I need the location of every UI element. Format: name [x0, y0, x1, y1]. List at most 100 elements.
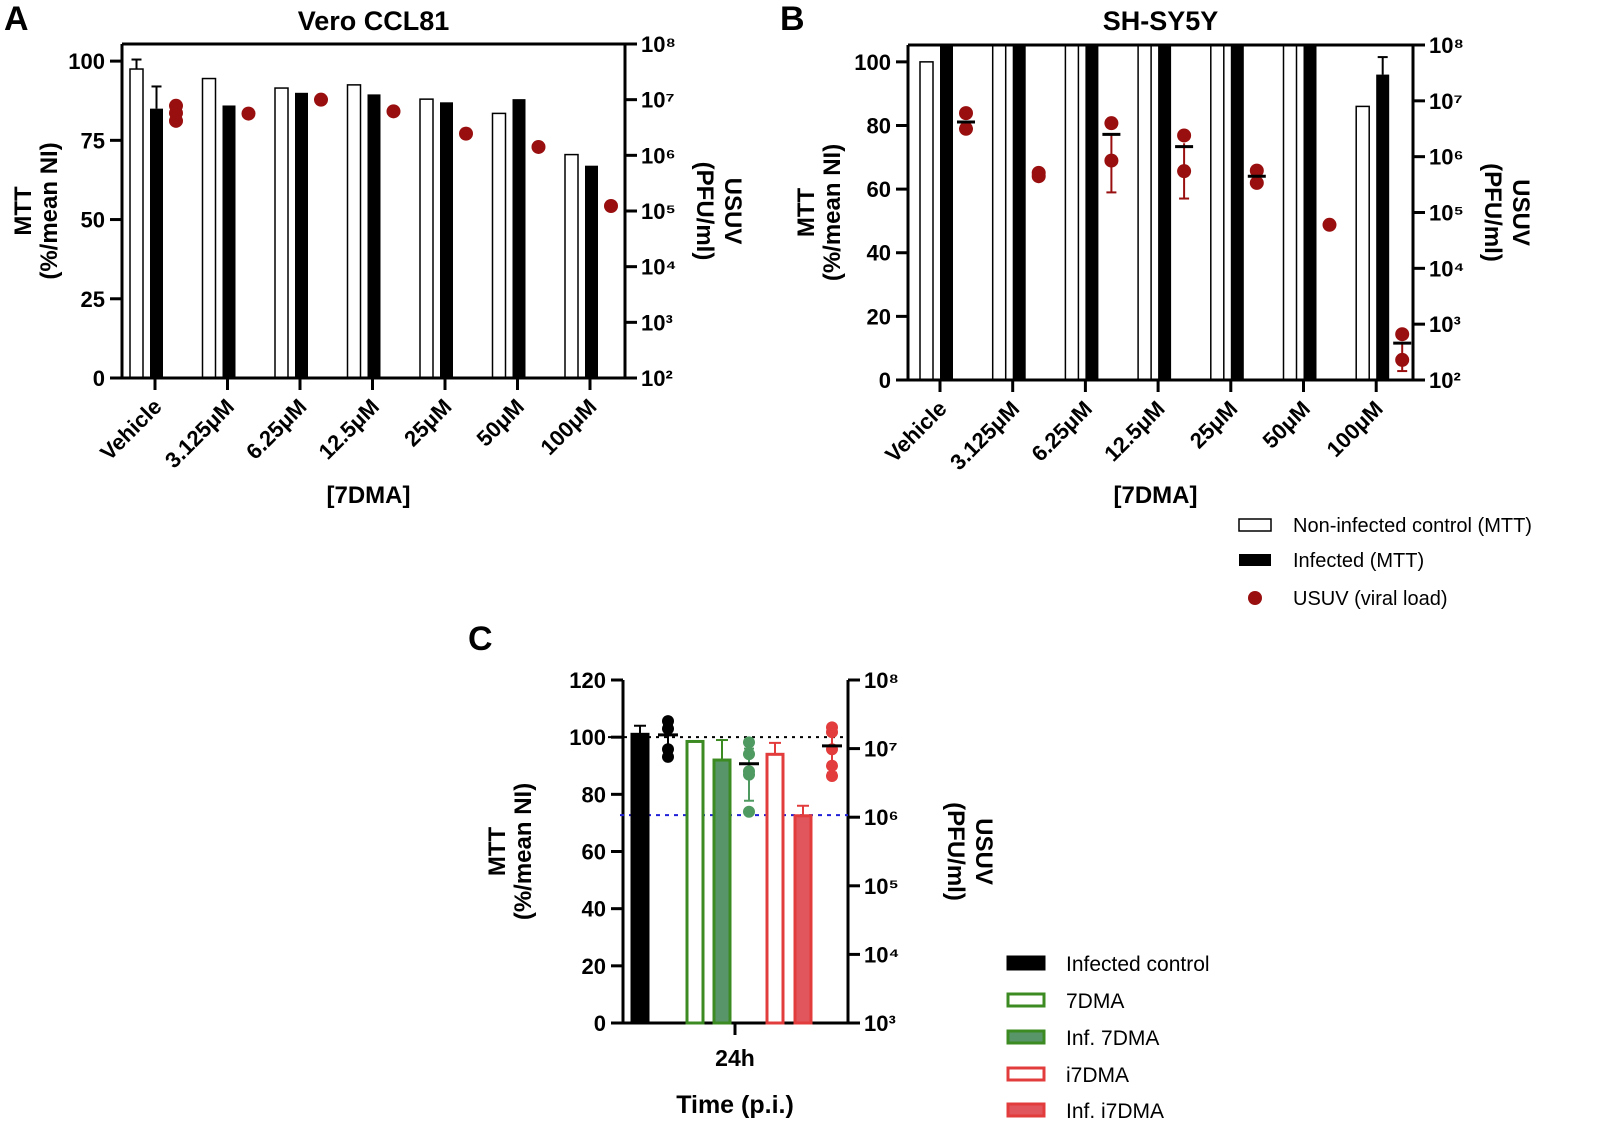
non-infected-bar: [564, 153, 579, 378]
legend-swatch: [1006, 1066, 1046, 1082]
x-tick-label: 100μM: [535, 394, 601, 460]
data-point: [959, 106, 973, 121]
y2-tick-label: 10⁸: [864, 668, 899, 693]
data-point: [314, 92, 328, 107]
y2-tick-label: 10⁸: [641, 32, 676, 57]
y-tick-label: 60: [867, 177, 891, 202]
y2-axis-subtitle: (PFU/ml): [942, 802, 969, 901]
panel-a-chart: 0 25 50 75 100 10² 10³ 10⁴ 10⁵ 10⁶ 10⁷ 10⁸ MTT (%/mea…: [10, 6, 746, 509]
non-infected-bar: [1137, 45, 1152, 380]
x-tick-label: 12.5μM: [1099, 396, 1169, 466]
infected-bar: [1376, 74, 1390, 380]
legend-swatch: [1006, 1102, 1046, 1118]
infected-bar: [1085, 45, 1099, 380]
data-point: [386, 104, 401, 119]
x-tick-label: 3.125μM: [945, 396, 1024, 475]
y-tick-label: 100: [854, 50, 891, 75]
data-point: [743, 805, 755, 818]
y2-tick-label: 10⁵: [1429, 201, 1464, 226]
x-tick-label: Vehicle: [880, 396, 951, 467]
non-infected-bar: [1064, 45, 1080, 380]
data-point: [531, 139, 546, 154]
legend-label: Infected control: [1066, 953, 1210, 976]
legend-ab: Non-infected control (MTT) Infected (MTT)…: [1238, 515, 1532, 610]
data-point: [743, 736, 755, 749]
panel-letter-c: C: [468, 620, 493, 658]
legend-swatch-usuv: [1248, 591, 1262, 605]
y-tick-label: 0: [594, 1011, 606, 1036]
x-tick-label: 50μM: [472, 394, 529, 451]
non-infected-bar: [201, 77, 217, 378]
legend-label: USUV (viral load): [1293, 588, 1447, 610]
bars: [129, 68, 598, 378]
data-point: [241, 106, 256, 121]
non-infected-bar: [919, 61, 934, 380]
y2-axis-title: USUV: [970, 818, 997, 885]
legend-swatch-non-infected: [1238, 518, 1272, 532]
y-tick-label: 40: [582, 897, 606, 922]
infected-bar: [150, 108, 163, 378]
data-point: [1249, 175, 1264, 190]
y2-tick-label: 10³: [1429, 312, 1461, 337]
infected-bar: [512, 99, 526, 378]
infected-bar: [940, 45, 953, 380]
x-axis-title: Time (p.i.): [676, 1091, 794, 1119]
infected-bar: [1230, 45, 1244, 380]
legend-label: Infected (MTT): [1293, 550, 1424, 572]
y-tick-label: 0: [879, 368, 891, 393]
y-axis-title: MTT: [793, 188, 820, 238]
y-tick-label: 60: [582, 840, 606, 865]
non-infected-bar: [1355, 105, 1370, 380]
infected-bar: [1303, 45, 1317, 380]
data-point: [662, 722, 674, 735]
y-tick-label: 120: [569, 668, 606, 693]
data-point: [1395, 352, 1410, 367]
panel-c-chart: 0 20 40 60 80 100 120 10³ 10⁴ 10⁵ 10⁶ 10⁷ 10⁸ MTT (%/m…: [484, 668, 997, 1119]
x-tick-label: 12.5μM: [314, 394, 384, 464]
y-axis-subtitle: (%/mean NI): [510, 783, 537, 920]
y-tick-label: 20: [867, 304, 891, 329]
x-tick-label: 100μM: [1322, 396, 1388, 462]
y-tick-label: 100: [569, 725, 606, 750]
chart-title: SH-SY5Y: [1103, 6, 1219, 36]
y2-tick-label: 10⁶: [864, 805, 899, 830]
y-tick-label: 20: [582, 954, 606, 979]
non-infected-bar: [1210, 45, 1225, 380]
data-point: [1104, 116, 1119, 131]
data-point: [743, 748, 755, 761]
y-axis-subtitle: (%/mean NI): [819, 144, 846, 281]
data-point: [826, 726, 838, 739]
infected-bar: [440, 102, 453, 378]
data-point: [1177, 128, 1192, 143]
bar-inf-i7dma: [793, 814, 813, 1025]
data-point: [662, 750, 674, 763]
data-point: [1322, 217, 1337, 232]
y2-axis-subtitle: (PFU/ml): [1479, 163, 1506, 262]
y-tick-label: 25: [81, 287, 105, 312]
y-tick-label: 75: [81, 128, 105, 153]
data-point: [169, 113, 183, 128]
data-point: [1031, 169, 1046, 184]
legend-swatch: [1006, 992, 1046, 1008]
bar-7dma: [685, 739, 705, 1025]
x-tick-label: 3.125μM: [160, 394, 239, 473]
data-point: [959, 121, 973, 136]
infected-bar: [585, 165, 598, 378]
legend-swatch: [1006, 1029, 1046, 1045]
x-tick-label: 25μM: [1185, 396, 1242, 453]
bar-i7dma: [765, 752, 785, 1025]
panel-letter-a: A: [4, 0, 29, 38]
y2-axis-title: USUV: [1507, 179, 1534, 246]
x-axis-title: [7DMA]: [1114, 482, 1198, 509]
y2-tick-label: 10⁵: [641, 199, 676, 224]
y-axis-title: MTT: [484, 827, 511, 877]
y-tick-label: 80: [582, 782, 606, 807]
data-point: [1104, 153, 1119, 168]
y2-tick-label: 10⁷: [864, 737, 898, 762]
y-axis-subtitle: (%/mean NI): [36, 142, 63, 279]
infected-bar: [295, 92, 308, 378]
non-infected-bar: [274, 87, 289, 378]
x-tick-label: 24h: [715, 1045, 755, 1071]
non-infected-bar: [419, 98, 434, 378]
